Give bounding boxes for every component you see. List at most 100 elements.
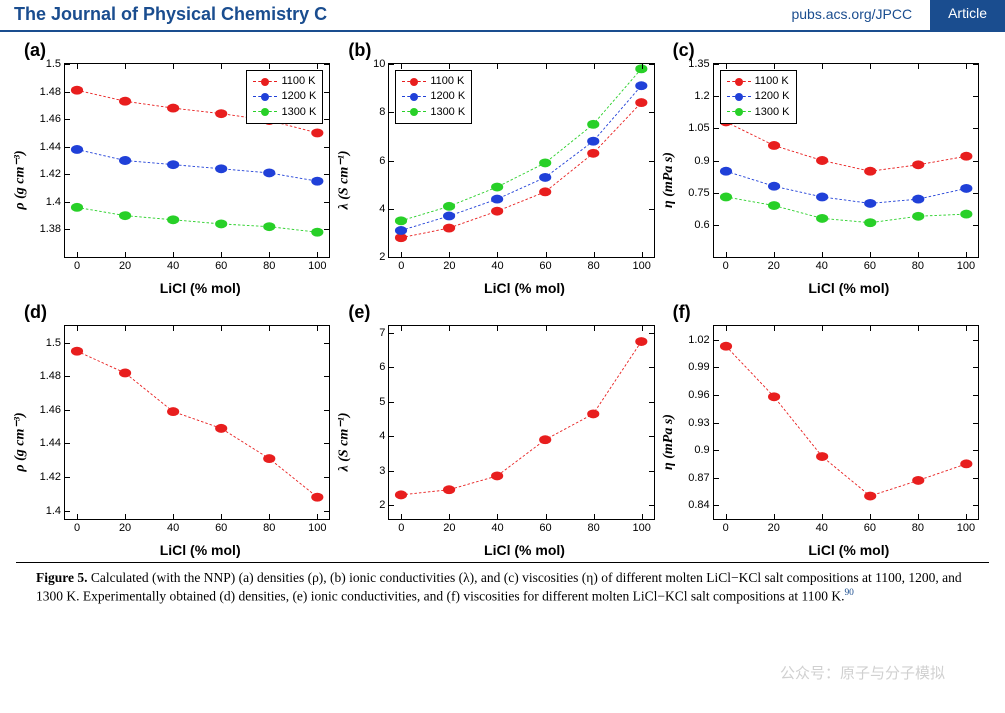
xtick-label: 40 <box>167 519 179 534</box>
ytick-label: 7 <box>379 327 389 339</box>
watermark: 公众号：原子与分子模拟 <box>780 662 945 683</box>
legend-row: 1200 K <box>727 89 790 104</box>
y-axis-label: λ (S cm⁻¹) <box>336 150 353 209</box>
plot-box: 2468100204060801001100 K1200 K1300 K <box>388 63 654 258</box>
legend-row: 1300 K <box>402 105 465 120</box>
article-badge: Article <box>930 0 1005 30</box>
ytick-label: 0.84 <box>688 499 713 511</box>
figure-caption: Figure 5. Calculated (with the NNP) (a) … <box>16 562 989 606</box>
ytick-label: 0.93 <box>688 417 713 429</box>
panel-a: (a)ρ (g cm⁻³)1.381.41.421.441.461.481.50… <box>20 38 336 296</box>
xtick-label: 100 <box>957 519 975 534</box>
legend-row: 1300 K <box>727 105 790 120</box>
xtick-label: 100 <box>632 257 650 272</box>
journal-title: The Journal of Physical Chemistry C <box>0 0 341 30</box>
figure-grid: (a)ρ (g cm⁻³)1.381.41.421.441.461.481.50… <box>0 32 1005 562</box>
ytick-label: 0.99 <box>688 361 713 373</box>
panel-c: (c)η (mPa s)0.60.750.91.051.21.350204060… <box>669 38 985 296</box>
y-axis-label: λ (S cm⁻¹) <box>336 412 353 471</box>
legend-label: 1200 K <box>430 89 465 104</box>
xtick-label: 60 <box>864 519 876 534</box>
xtick-label: 20 <box>443 257 455 272</box>
ytick-label: 4 <box>379 203 389 215</box>
x-axis-label: LiCl (% mol) <box>388 280 660 296</box>
ytick-label: 6 <box>379 155 389 167</box>
xtick-label: 80 <box>912 519 924 534</box>
panel-e: (e)λ (S cm⁻¹)234567020406080100LiCl (% m… <box>344 300 660 558</box>
panel-label: (d) <box>24 302 336 323</box>
xtick-label: 40 <box>491 257 503 272</box>
xtick-label: 0 <box>723 519 729 534</box>
panel-label: (a) <box>24 40 336 61</box>
xtick-label: 40 <box>491 519 503 534</box>
plot-box: 234567020406080100 <box>388 325 654 520</box>
ytick-label: 3 <box>379 465 389 477</box>
xtick-label: 0 <box>723 257 729 272</box>
legend-label: 1200 K <box>755 89 790 104</box>
xtick-label: 100 <box>308 257 326 272</box>
xtick-label: 20 <box>119 519 131 534</box>
legend-row: 1300 K <box>253 105 316 120</box>
ytick-label: 1.42 <box>40 471 65 483</box>
journal-link[interactable]: pubs.acs.org/JPCC <box>773 0 930 30</box>
legend-row: 1100 K <box>402 74 465 89</box>
xtick-label: 20 <box>119 257 131 272</box>
xtick-label: 80 <box>263 257 275 272</box>
legend-label: 1100 K <box>281 74 315 89</box>
ytick-label: 1.4 <box>46 505 65 517</box>
legend-row: 1200 K <box>402 89 465 104</box>
xtick-label: 40 <box>816 257 828 272</box>
ytick-label: 2 <box>379 251 389 263</box>
x-axis-label: LiCl (% mol) <box>713 542 985 558</box>
xtick-label: 80 <box>263 519 275 534</box>
y-axis-label: ρ (g cm⁻³) <box>12 150 29 209</box>
xtick-label: 60 <box>539 257 551 272</box>
ytick-label: 1.42 <box>40 168 65 180</box>
xtick-label: 80 <box>587 519 599 534</box>
ytick-label: 1.44 <box>40 437 65 449</box>
ytick-label: 5 <box>379 396 389 408</box>
y-axis-label: η (mPa s) <box>661 152 677 208</box>
ytick-label: 1.5 <box>46 337 65 349</box>
y-axis-label: η (mPa s) <box>661 414 677 470</box>
ytick-label: 1.02 <box>688 334 713 346</box>
x-axis-label: LiCl (% mol) <box>713 280 985 296</box>
xtick-label: 0 <box>398 519 404 534</box>
ytick-label: 1.46 <box>40 113 65 125</box>
legend-label: 1100 K <box>755 74 789 89</box>
plot-box: 1.41.421.441.461.481.5020406080100 <box>64 325 330 520</box>
panel-label: (b) <box>348 40 660 61</box>
xtick-label: 60 <box>215 257 227 272</box>
ytick-label: 0.87 <box>688 472 713 484</box>
ytick-label: 0.6 <box>694 219 713 231</box>
ytick-label: 1.05 <box>688 122 713 134</box>
ytick-label: 10 <box>373 58 389 70</box>
ytick-label: 4 <box>379 430 389 442</box>
page: The Journal of Physical Chemistry C pubs… <box>0 0 1005 713</box>
panel-label: (e) <box>348 302 660 323</box>
xtick-label: 60 <box>215 519 227 534</box>
legend-label: 1300 K <box>430 105 465 120</box>
panel-label: (c) <box>673 40 985 61</box>
xtick-label: 20 <box>443 519 455 534</box>
plot-box: 0.840.870.90.930.960.991.02020406080100 <box>713 325 979 520</box>
panel-f: (f)η (mPa s)0.840.870.90.930.960.991.020… <box>669 300 985 558</box>
y-axis-label: ρ (g cm⁻³) <box>12 412 29 471</box>
xtick-label: 40 <box>167 257 179 272</box>
ytick-label: 1.44 <box>40 141 65 153</box>
ytick-label: 1.48 <box>40 86 65 98</box>
plot-box: 0.60.750.91.051.21.350204060801001100 K1… <box>713 63 979 258</box>
ytick-label: 1.38 <box>40 223 65 235</box>
xtick-label: 0 <box>74 257 80 272</box>
ytick-label: 2 <box>379 499 389 511</box>
ytick-label: 1.35 <box>688 58 713 70</box>
legend-row: 1200 K <box>253 89 316 104</box>
legend-row: 1100 K <box>253 74 316 89</box>
legend-label: 1300 K <box>281 105 316 120</box>
xtick-label: 60 <box>864 257 876 272</box>
xtick-label: 80 <box>587 257 599 272</box>
xtick-label: 100 <box>957 257 975 272</box>
ytick-label: 1.2 <box>694 90 713 102</box>
ytick-label: 0.96 <box>688 389 713 401</box>
ytick-label: 1.46 <box>40 404 65 416</box>
